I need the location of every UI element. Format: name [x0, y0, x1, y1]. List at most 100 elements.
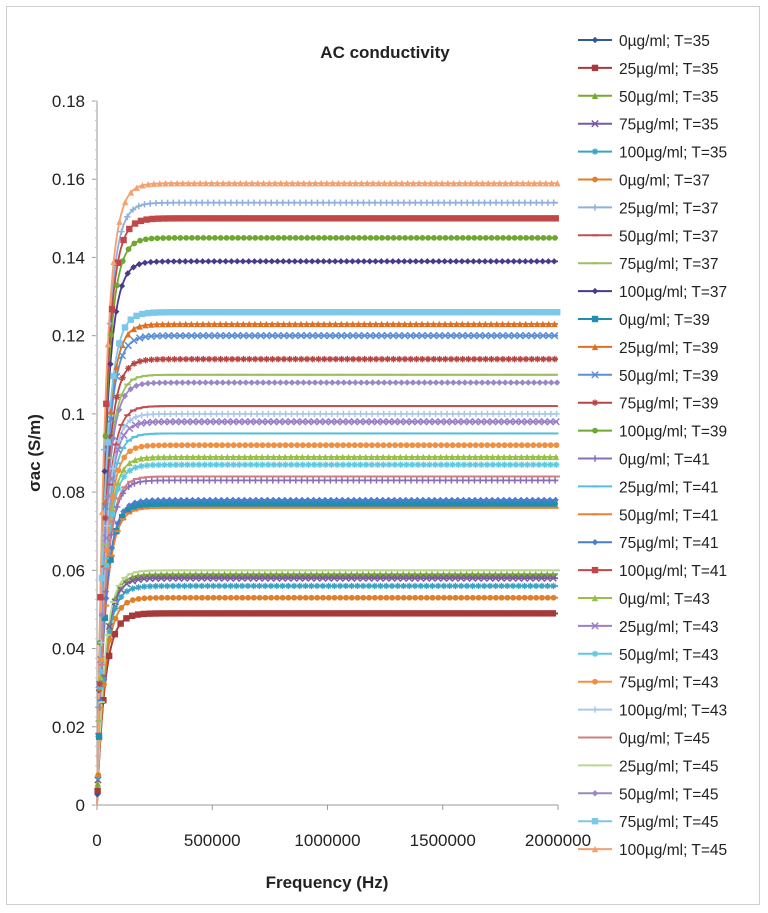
data-point: [495, 453, 502, 461]
data-point: [200, 417, 209, 426]
series-line: [96, 358, 558, 806]
data-point: [337, 258, 345, 265]
legend-item: 0µg/ml; T=43: [578, 591, 710, 608]
data-point: [212, 417, 220, 426]
data-point: [316, 453, 323, 461]
legend-label: 100µg/ml; T=41: [619, 563, 727, 580]
data-point: [321, 355, 328, 363]
data-point: [214, 309, 221, 316]
data-point: [326, 320, 333, 328]
data-point: [512, 453, 519, 461]
data-point: [168, 179, 175, 187]
data-point: [420, 453, 427, 461]
data-point: [390, 477, 397, 484]
data-point: [233, 199, 240, 206]
data-point: [248, 379, 255, 386]
data-point: [512, 496, 519, 504]
data-point: [319, 582, 327, 590]
data-point: [366, 258, 373, 265]
data-point: [418, 594, 424, 601]
data-point: [406, 199, 413, 206]
y-tick-label: 0.16: [52, 170, 85, 189]
data-point: [268, 199, 275, 206]
data-point: [523, 453, 531, 461]
data-point: [167, 379, 175, 386]
data-point: [448, 215, 456, 222]
data-point: [173, 379, 180, 386]
data-point: [552, 417, 560, 426]
data-point: [395, 594, 401, 601]
data-point: [317, 410, 324, 418]
data-point: [482, 320, 489, 328]
data-point: [443, 453, 450, 461]
data-point: [200, 477, 207, 484]
data-point: [275, 477, 282, 484]
data-point: [361, 320, 368, 328]
data-point: [201, 215, 208, 222]
legend-item: 100µg/ml; T=35: [578, 145, 727, 162]
data-point: [267, 610, 274, 617]
data-point: [251, 320, 259, 328]
data-point: [380, 461, 387, 468]
data-point: [298, 417, 307, 426]
data-point: [436, 235, 443, 241]
data-point: [152, 199, 160, 207]
data-point: [247, 410, 255, 418]
data-point: [262, 500, 270, 508]
data-point: [539, 594, 545, 601]
legend-label: 100µg/ml; T=43: [619, 703, 727, 720]
data-point: [129, 585, 136, 592]
data-point: [427, 379, 434, 386]
data-point: [226, 610, 234, 617]
data-point: [215, 610, 222, 617]
data-point: [246, 355, 253, 363]
data-point: [200, 355, 207, 363]
data-point: [137, 217, 145, 225]
data-point: [357, 410, 364, 418]
data-point: [102, 433, 109, 439]
legend-label: 50µg/ml; T=37: [619, 228, 719, 245]
data-point: [500, 477, 507, 484]
data-point: [308, 331, 317, 340]
data-point: [439, 574, 448, 582]
data-point: [117, 593, 125, 601]
data-point: [409, 309, 417, 316]
data-point: [528, 477, 536, 484]
data-point: [452, 594, 459, 601]
data-point: [488, 235, 495, 241]
data-point: [120, 466, 127, 473]
data-point: [335, 309, 342, 316]
data-point: [262, 331, 271, 340]
data-point: [145, 181, 152, 188]
data-point: [304, 477, 311, 484]
legend-swatch-marker: [591, 650, 599, 657]
data-point: [274, 500, 281, 508]
data-point: [234, 355, 242, 363]
data-point: [285, 199, 292, 206]
data-point: [506, 496, 513, 504]
data-point: [209, 574, 217, 582]
data-point: [549, 610, 557, 617]
data-point: [546, 496, 554, 504]
data-point: [314, 331, 323, 340]
data-point: [528, 355, 535, 363]
data-point: [388, 582, 396, 590]
data-point: [410, 179, 417, 187]
data-point: [473, 179, 480, 187]
data-point: [297, 320, 305, 328]
data-point: [429, 582, 436, 590]
data-point: [500, 417, 508, 426]
data-point: [118, 514, 126, 521]
data-point: [207, 442, 214, 449]
data-point: [164, 332, 173, 340]
data-point: [293, 417, 301, 426]
data-point: [498, 594, 505, 601]
data-point: [302, 582, 309, 590]
data-point: [265, 442, 272, 449]
data-point: [523, 496, 530, 504]
data-point: [331, 594, 338, 601]
data-point: [552, 496, 559, 504]
data-point: [126, 225, 133, 233]
data-point: [189, 417, 197, 426]
data-point: [479, 179, 486, 187]
